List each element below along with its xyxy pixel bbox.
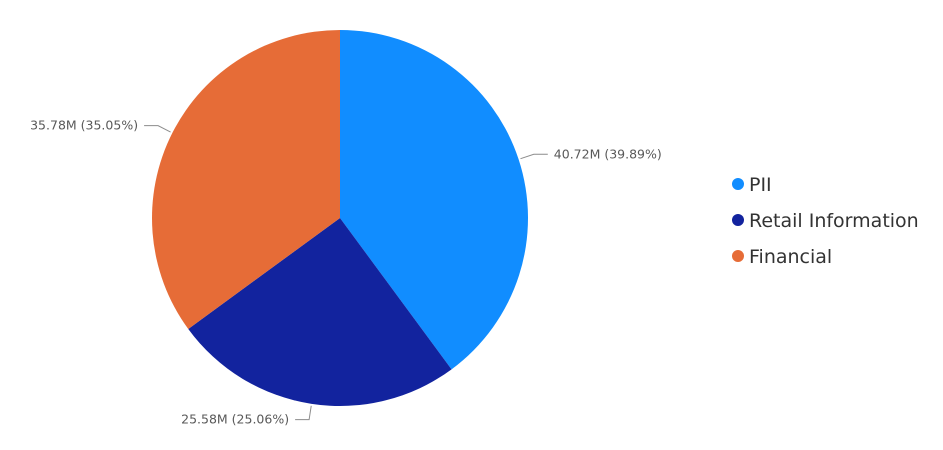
leader-line-pii: [520, 153, 548, 160]
pie-slice-retail-information[interactable]: [188, 218, 452, 406]
data-label-financial: 35.78M (35.05%): [30, 118, 138, 133]
data-label-retail-information: 25.58M (25.06%): [181, 412, 289, 427]
data-labels: 40.72M (39.89%) 25.58M (25.06%) 35.78M (35…: [30, 118, 662, 427]
pie-slices: [152, 30, 528, 406]
data-label-pii: 40.72M (39.89%): [554, 146, 662, 161]
legend-marker-retail-information: [732, 214, 744, 226]
legend: PII Retail Information Financial: [732, 174, 919, 268]
leader-line-financial: [144, 125, 171, 133]
legend-marker-pii: [732, 178, 744, 190]
legend-label-retail-information[interactable]: Retail Information: [749, 210, 919, 232]
legend-label-pii[interactable]: PII: [749, 174, 772, 196]
pie-slice-pii[interactable]: [340, 30, 528, 370]
leader-lines: [144, 125, 548, 421]
legend-marker-financial: [732, 250, 744, 262]
pie-slice-financial[interactable]: [152, 30, 340, 329]
legend-label-financial[interactable]: Financial: [749, 246, 832, 268]
leader-line-retail-information: [295, 405, 312, 421]
